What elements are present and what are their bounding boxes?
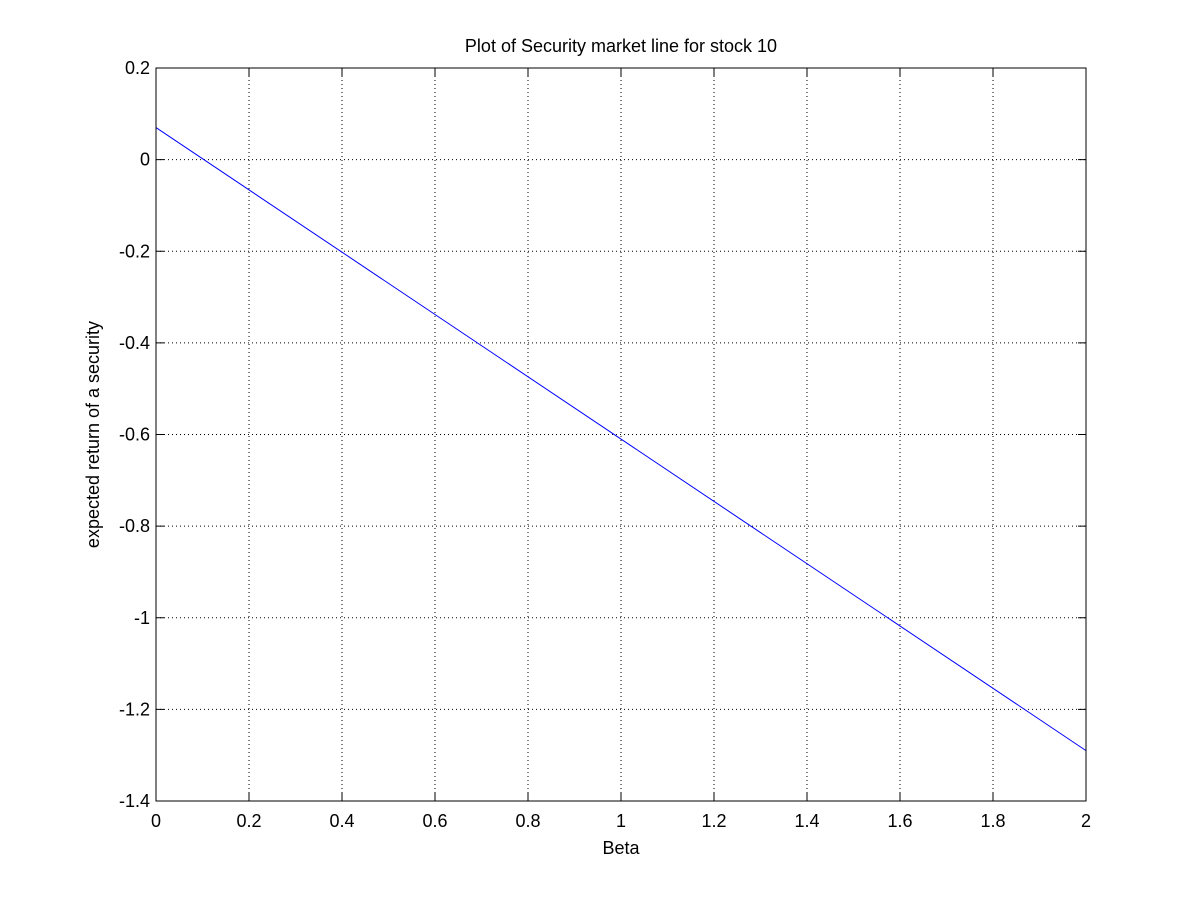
- x-tick-label: 1: [616, 811, 626, 831]
- x-tick-labels: 0 0.2 0.4 0.6 0.8 1 1.2 1.4 1.6 1.8 2: [151, 811, 1091, 831]
- y-tick-label: -0.4: [119, 333, 150, 353]
- x-axis-label: Beta: [602, 838, 640, 858]
- y-axis-label: expected return of a security: [83, 321, 103, 548]
- y-tick-label: -0.8: [119, 516, 150, 536]
- y-tick-label: -1.4: [119, 791, 150, 811]
- tick-marks: [155, 67, 1087, 802]
- x-tick-label: 0: [151, 811, 161, 831]
- x-tick-label: 0.6: [422, 811, 447, 831]
- y-tick-label: -0.6: [119, 425, 150, 445]
- grid-lines: [156, 68, 1086, 801]
- x-tick-label: 1.4: [794, 811, 819, 831]
- x-tick-label: 0.8: [515, 811, 540, 831]
- series-layer: [155, 127, 1087, 752]
- x-tick-label: 0.4: [329, 811, 354, 831]
- x-tick-label: 1.8: [980, 811, 1005, 831]
- y-tick-label: -1: [134, 608, 150, 628]
- y-tick-labels: -1.4 -1.2 -1 -0.8 -0.6 -0.4 -0.2 0 0.2: [119, 58, 150, 811]
- x-tick-label: 2: [1081, 811, 1091, 831]
- y-tick-label: -0.2: [119, 241, 150, 261]
- x-tick-label: 0.2: [236, 811, 261, 831]
- security-market-line: [155, 127, 1087, 752]
- x-tick-label: 1.6: [887, 811, 912, 831]
- y-tick-label: -1.2: [119, 699, 150, 719]
- x-tick-label: 1.2: [701, 811, 726, 831]
- y-tick-label: 0.2: [125, 58, 150, 78]
- y-tick-label: 0: [140, 150, 150, 170]
- chart-title: Plot of Security market line for stock 1…: [465, 36, 777, 56]
